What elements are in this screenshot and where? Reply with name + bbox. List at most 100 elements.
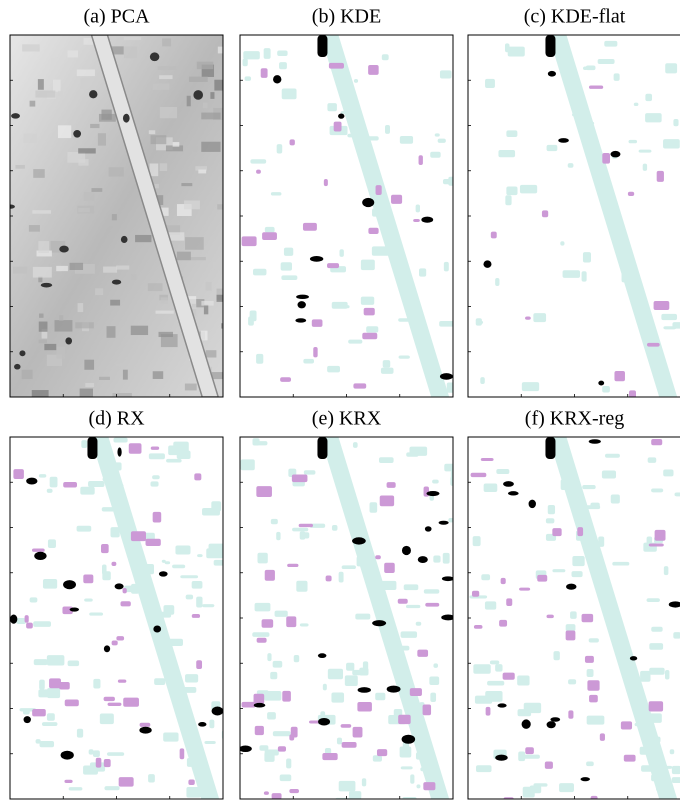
anomaly-region [600, 733, 605, 741]
strong-anomaly [630, 656, 637, 660]
image-texture [158, 66, 177, 70]
background-region [275, 611, 288, 617]
anomaly-region [278, 746, 286, 751]
image-texture [56, 266, 68, 271]
strong-anomaly [317, 437, 327, 459]
strong-anomaly [318, 653, 326, 658]
dark-spot [14, 364, 20, 370]
strong-anomaly [63, 580, 76, 589]
background-region [490, 660, 499, 664]
background-region [480, 377, 484, 384]
strong-anomaly [418, 556, 428, 563]
background-region [383, 360, 391, 367]
background-region [165, 561, 170, 564]
anomaly-region [262, 232, 277, 240]
anomaly-region [264, 791, 269, 795]
background-region [362, 136, 379, 140]
background-region [404, 584, 419, 590]
strong-anomaly [153, 626, 161, 633]
background-region [175, 546, 190, 555]
background-region [370, 502, 378, 512]
background-region [665, 670, 669, 679]
image-texture [214, 80, 229, 91]
background-region [271, 192, 282, 195]
background-region [643, 164, 647, 171]
background-region [443, 553, 450, 564]
background-region [656, 785, 669, 791]
anomaly-region [649, 543, 664, 546]
image-texture [59, 315, 63, 321]
background-region [284, 248, 293, 256]
background-region [300, 623, 309, 626]
background-region [522, 755, 540, 759]
image-texture [185, 237, 204, 250]
background-region [495, 664, 502, 671]
image-texture [15, 165, 24, 169]
background-region [664, 566, 669, 575]
panel-title: (a) PCA [83, 6, 150, 28]
anomaly-region [657, 171, 664, 182]
image-texture [155, 184, 159, 188]
background-region [337, 738, 342, 745]
background-region [327, 103, 337, 111]
background-region [241, 459, 255, 470]
strong-anomaly [421, 217, 433, 223]
background-region [645, 113, 662, 122]
image-texture [160, 107, 177, 118]
background-region [498, 150, 515, 157]
background-region [323, 684, 327, 691]
anomaly-region [614, 371, 625, 381]
image-texture [75, 322, 94, 328]
background-region [69, 787, 83, 790]
strong-anomaly [581, 777, 590, 781]
panel-image [468, 35, 680, 400]
strong-anomaly [545, 35, 555, 57]
panel-title: (d) RX [88, 408, 145, 430]
strong-anomaly [358, 687, 371, 693]
background-region [339, 249, 343, 257]
background-region [566, 624, 576, 631]
background-region [320, 711, 325, 718]
image-texture [197, 62, 213, 69]
anomaly-region [299, 524, 313, 527]
background-region [243, 51, 260, 59]
image-texture [204, 305, 208, 315]
background-region [264, 691, 281, 701]
background-region [611, 494, 620, 503]
anomaly-region [116, 636, 124, 640]
image-texture [77, 206, 94, 214]
background-region [399, 355, 410, 358]
anomaly-region [112, 640, 118, 645]
image-texture [58, 91, 63, 96]
strong-anomaly [352, 537, 366, 544]
image-texture [217, 295, 234, 302]
background-region [30, 597, 38, 602]
background-region [554, 651, 560, 660]
background-region [349, 791, 361, 799]
background-region [352, 519, 360, 523]
anomaly-region [13, 469, 23, 479]
anomaly-region [525, 316, 531, 319]
image-texture [24, 134, 37, 143]
background-region [416, 752, 423, 759]
anomaly-region [123, 588, 127, 593]
background-region [214, 560, 231, 566]
background-region [570, 611, 577, 619]
background-region [364, 169, 374, 176]
background-region [331, 693, 344, 703]
anomaly-region [32, 709, 46, 716]
background-region [93, 679, 100, 689]
background-region [547, 145, 558, 151]
anomaly-region [585, 656, 594, 663]
anomaly-region [287, 564, 298, 567]
image-texture [39, 314, 43, 318]
image-texture [213, 262, 223, 269]
anomaly-region [499, 620, 507, 627]
image-texture [110, 300, 120, 306]
strong-anomaly [442, 576, 454, 581]
background-region [185, 674, 198, 682]
image-texture [22, 44, 39, 51]
background-region [16, 618, 26, 624]
anomaly-region [180, 748, 185, 759]
background-region [361, 297, 374, 305]
